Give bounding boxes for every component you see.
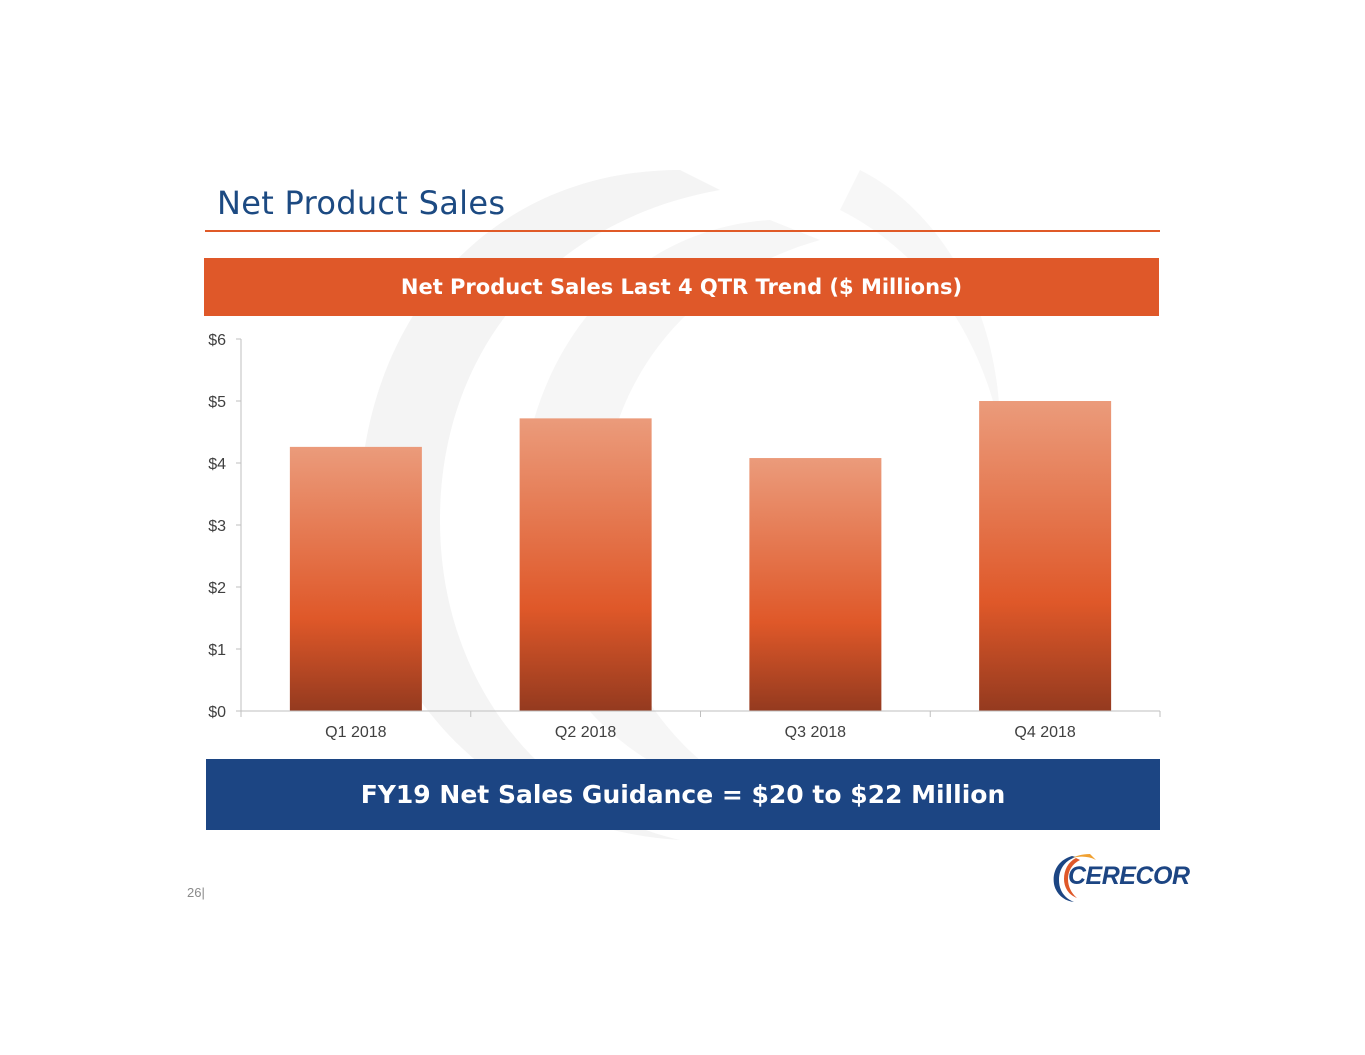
slide-title: Net Product Sales xyxy=(217,184,506,222)
bar-q1-2018 xyxy=(289,446,422,711)
y-tick-label: $1 xyxy=(208,642,226,659)
bar-q2-2018 xyxy=(519,418,652,711)
bar-q4-2018 xyxy=(979,401,1112,711)
x-tick-label: Q4 2018 xyxy=(1014,724,1075,741)
y-tick-label: $2 xyxy=(208,580,226,597)
x-tick-label: Q3 2018 xyxy=(785,724,846,741)
guidance-banner: FY19 Net Sales Guidance = $20 to $22 Mil… xyxy=(206,759,1160,830)
x-tick-label: Q2 2018 xyxy=(555,724,616,741)
y-tick-label: $6 xyxy=(208,332,226,349)
bars xyxy=(289,401,1112,711)
y-tick-label: $5 xyxy=(208,394,226,411)
cerecor-logo-icon xyxy=(1053,854,1096,902)
logo-wordmark: CERECOR xyxy=(1068,862,1190,890)
axes xyxy=(236,338,1161,717)
y-tick-label: $4 xyxy=(208,456,226,473)
bar-q3-2018 xyxy=(749,458,882,711)
axis-labels: $0 $1 $2 $3 $4 $5 $6 Q1 2018 Q2 2018 Q3 2018 Q4 20… xyxy=(208,332,1076,741)
page-number: 26| xyxy=(187,885,205,900)
chart-title-banner: Net Product Sales Last 4 QTR Trend ($ Mi… xyxy=(204,258,1159,316)
x-tick-label: Q1 2018 xyxy=(325,724,386,741)
y-tick-label: $0 xyxy=(208,704,226,721)
title-divider xyxy=(205,230,1160,232)
y-tick-label: $3 xyxy=(208,518,226,535)
